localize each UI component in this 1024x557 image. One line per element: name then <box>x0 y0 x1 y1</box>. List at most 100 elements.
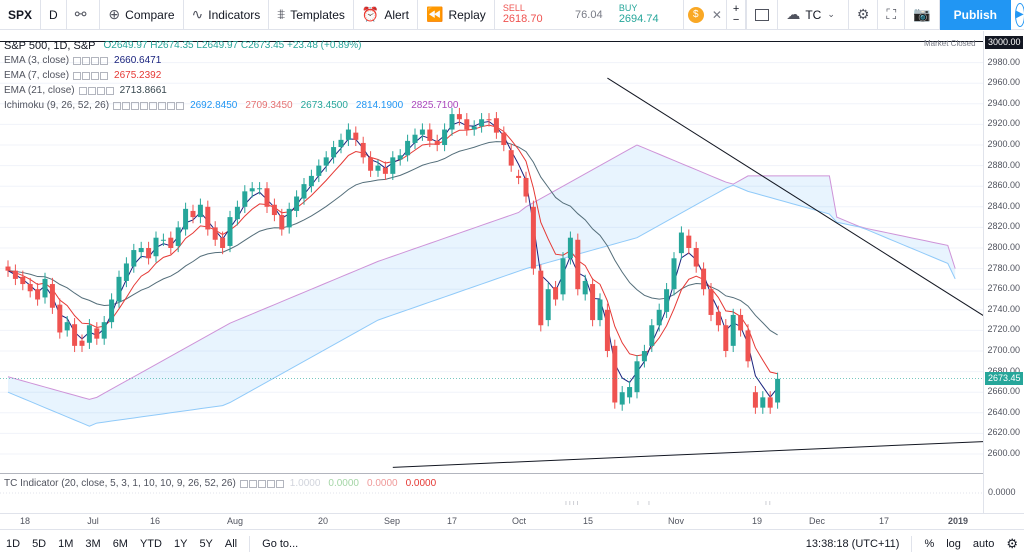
candle-body <box>308 175 314 187</box>
time-axis[interactable]: 18 Jul 16 Aug 20 Sep 17 Oct 15 Nov 19 Dec 17 2019 <box>0 513 1024 527</box>
price-tick: 2800.00 <box>987 242 1020 252</box>
ema3-controls[interactable] <box>73 56 109 65</box>
ichimoku-lead1: 2814.1900 <box>355 100 404 111</box>
range-ytd[interactable]: YTD <box>139 537 162 550</box>
interval-button[interactable]: D <box>41 0 67 30</box>
ema21-controls[interactable] <box>78 86 115 95</box>
replay-button[interactable]: ⏪ Replay <box>418 0 495 30</box>
candle-body <box>64 322 70 331</box>
candles-icon: ⚯ <box>74 6 87 22</box>
trend-line <box>392 441 983 468</box>
symbol-search[interactable]: SPX <box>0 0 42 30</box>
minus-icon[interactable]: − <box>732 13 740 26</box>
ema7-controls[interactable] <box>73 71 109 80</box>
price-tick: 2620.00 <box>987 427 1020 438</box>
range-6m[interactable]: 6M <box>112 537 128 550</box>
series-title[interactable]: S&P 500, 1D, S&P <box>4 39 96 52</box>
range-1m[interactable]: 1M <box>58 537 74 550</box>
buy-label: BUY <box>618 2 638 13</box>
candle-body <box>183 208 189 230</box>
percent-toggle[interactable]: % <box>924 537 935 550</box>
candle-body <box>604 309 610 351</box>
candle-body <box>212 227 218 240</box>
candle-body <box>419 129 425 135</box>
fullscreen-toggle[interactable]: ⛶ <box>878 0 906 30</box>
range-3m[interactable]: 3M <box>85 537 101 550</box>
templates-button[interactable]: ⩨ Templates <box>269 0 354 30</box>
current-price-label: 2673.45 <box>985 372 1023 385</box>
candle-body <box>493 118 499 133</box>
snapshot-button[interactable]: 📷 <box>905 0 940 30</box>
rectangle-icon <box>755 8 770 21</box>
ema7-name[interactable]: EMA (7, close) <box>4 70 70 81</box>
price-chart[interactable] <box>0 31 983 471</box>
price-tick: 2920.00 <box>987 118 1020 129</box>
plus-icon[interactable]: + <box>732 2 740 15</box>
replay-icon: ⏪ <box>426 6 444 22</box>
ichimoku-lagging: 2673.4500 <box>300 100 348 111</box>
time-tick: Dec <box>808 516 826 526</box>
candle-body <box>641 351 647 362</box>
publish-button[interactable]: Publish <box>939 0 1012 30</box>
price-tick: 2860.00 <box>987 180 1020 191</box>
gear-icon[interactable]: ⚙ <box>1006 535 1018 551</box>
candle-body <box>560 258 566 295</box>
candle-body <box>116 276 122 302</box>
time-tick: Nov <box>667 516 685 526</box>
candle-body <box>271 204 277 216</box>
indicators-button[interactable]: ∿ Indicators <box>184 0 270 30</box>
ichimoku-controls[interactable] <box>113 101 185 110</box>
compare-button[interactable]: ⊕ Compare <box>100 0 184 30</box>
tc-indicator-name[interactable]: TC Indicator (20, close, 5, 3, 1, 10, 10… <box>4 478 236 489</box>
trade-settings-button[interactable]: $ <box>684 0 708 30</box>
cloud-icon: ☁ <box>786 6 801 22</box>
candle-body <box>723 325 729 351</box>
ema21-name[interactable]: EMA (21, close) <box>4 85 75 96</box>
sell-button[interactable]: SELL 2618.70 <box>495 0 567 30</box>
range-1y[interactable]: 1Y <box>173 537 188 550</box>
buy-button[interactable]: BUY 2694.74 <box>611 0 683 30</box>
tc-indicator-pane[interactable]: TC Indicator (20, close, 5, 3, 1, 10, 10… <box>0 473 1016 513</box>
zoom-buttons[interactable]: + − <box>727 0 747 30</box>
candle-body <box>649 325 655 346</box>
close-trade-button[interactable]: ✕ <box>708 0 727 30</box>
price-scale[interactable]: 2980.00 2960.00 2940.00 2920.00 2900.00 2880.… <box>983 31 1024 513</box>
candle-body <box>767 397 773 408</box>
candle-body <box>597 299 603 321</box>
candle-body <box>345 129 351 140</box>
price-tick: 2900.00 <box>987 139 1020 149</box>
log-toggle[interactable]: log <box>946 537 961 550</box>
templates-label: Templates <box>290 7 345 22</box>
price-tick: 2840.00 <box>987 200 1020 211</box>
ichimoku-name[interactable]: Ichimoku (9, 26, 52, 26) <box>4 100 110 111</box>
candle-body <box>545 289 551 321</box>
candle-body <box>249 188 255 192</box>
tc-indicator-controls[interactable] <box>239 479 285 488</box>
candle-body <box>316 165 322 176</box>
price-tick: 2880.00 <box>987 159 1020 170</box>
goto-button[interactable]: Go to... <box>262 537 299 550</box>
alert-button[interactable]: ⏰ Alert <box>354 0 419 30</box>
range-all[interactable]: All <box>224 537 238 550</box>
candle-body <box>12 270 18 279</box>
cloud-layout-button[interactable]: ☁ TC ⌄ <box>778 0 849 30</box>
candle-body <box>708 289 714 315</box>
candle-body <box>567 237 573 259</box>
candle-body <box>227 217 233 246</box>
range-1d[interactable]: 1D <box>6 537 21 550</box>
candle-body <box>530 206 536 269</box>
ema3-name[interactable]: EMA (3, close) <box>4 55 70 66</box>
candle-body <box>168 237 174 248</box>
candle-body <box>464 119 470 130</box>
candle-body <box>294 196 300 211</box>
settings-button[interactable]: ⚙ <box>849 0 879 30</box>
ichimoku-lead2: 2825.7100 <box>411 100 459 111</box>
fullscreen-button[interactable] <box>746 0 779 30</box>
clock[interactable]: 13:38:18 (UTC+11) <box>805 537 900 550</box>
range-5d[interactable]: 5D <box>32 537 47 550</box>
chart-style-button[interactable]: ⚯ <box>67 0 101 30</box>
candle-body <box>434 140 440 145</box>
auto-toggle[interactable]: auto <box>972 537 995 550</box>
play-button[interactable]: ▶ <box>1015 2 1024 27</box>
range-5y[interactable]: 5Y <box>199 537 213 550</box>
